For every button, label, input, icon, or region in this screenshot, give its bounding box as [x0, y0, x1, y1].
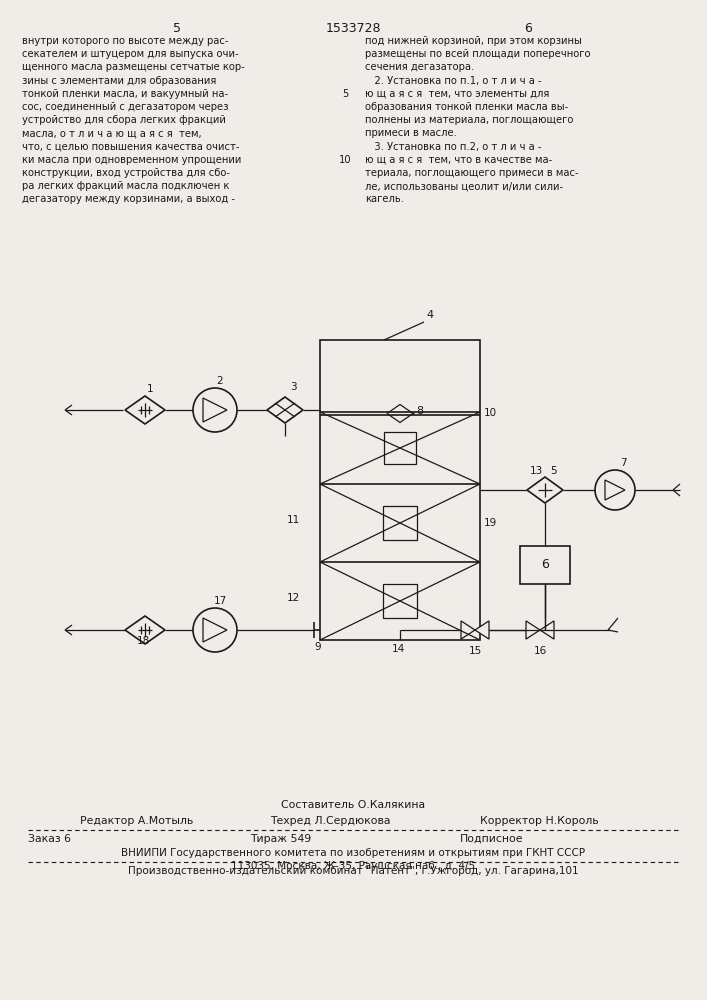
Text: 6: 6 — [541, 558, 549, 572]
Polygon shape — [475, 621, 489, 639]
Bar — [320, 340, 480, 640]
Text: ВНИИПИ Государственного комитета по изобретениям и открытиям при ГКНТ СССР: ВНИИПИ Государственного комитета по изоб… — [121, 848, 585, 858]
Text: 2: 2 — [216, 376, 223, 386]
Polygon shape — [540, 621, 554, 639]
Text: 1: 1 — [147, 384, 153, 394]
Text: ю щ а я с я  тем, что элементы для: ю щ а я с я тем, что элементы для — [365, 89, 549, 99]
Text: 6: 6 — [524, 22, 532, 35]
Text: 3. Установка по п.2, о т л и ч а -: 3. Установка по п.2, о т л и ч а - — [365, 142, 542, 152]
Text: под нижней корзиной, при этом корзины: под нижней корзиной, при этом корзины — [365, 36, 582, 46]
Text: тонкой пленки масла, и вакуумный на-: тонкой пленки масла, и вакуумный на- — [22, 89, 228, 99]
Text: 5: 5 — [550, 466, 556, 476]
Text: 4: 4 — [426, 310, 433, 320]
Polygon shape — [203, 398, 227, 422]
Polygon shape — [526, 621, 540, 639]
Text: Корректор Н.Король: Корректор Н.Король — [480, 816, 599, 826]
Text: Производственно-издательский комбинат "Патент", г.Ужгород, ул. Гагарина,101: Производственно-издательский комбинат "П… — [128, 866, 578, 876]
Text: ле, использованы цеолит и/или сили-: ле, использованы цеолит и/или сили- — [365, 181, 563, 191]
Text: примеси в масле.: примеси в масле. — [365, 128, 457, 138]
Text: 10: 10 — [339, 155, 351, 165]
Text: Составитель О.Калякина: Составитель О.Калякина — [281, 800, 425, 810]
Bar — [520, 546, 570, 584]
Circle shape — [595, 470, 635, 510]
Text: Тираж 549: Тираж 549 — [250, 834, 311, 844]
Polygon shape — [527, 477, 563, 503]
Text: териала, поглощающего примеси в мас-: териала, поглощающего примеси в мас- — [365, 168, 578, 178]
Polygon shape — [125, 616, 165, 644]
Text: полнены из материала, поглощающего: полнены из материала, поглощающего — [365, 115, 573, 125]
Text: 5: 5 — [341, 89, 348, 99]
Text: кагель.: кагель. — [365, 194, 404, 204]
Text: 18: 18 — [136, 636, 150, 646]
Text: Подписное: Подписное — [460, 834, 523, 844]
Text: ки масла при одновременном упрощении: ки масла при одновременном упрощении — [22, 155, 241, 165]
Text: 14: 14 — [392, 644, 404, 654]
Text: 19: 19 — [484, 518, 497, 528]
Text: сос, соединенный с дегазатором через: сос, соединенный с дегазатором через — [22, 102, 228, 112]
Text: 12: 12 — [287, 593, 300, 603]
Text: дегазатору между корзинами, а выход -: дегазатору между корзинами, а выход - — [22, 194, 235, 204]
Text: масла, о т л и ч а ю щ а я с я  тем,: масла, о т л и ч а ю щ а я с я тем, — [22, 128, 201, 138]
Text: внутри которого по высоте между рас-: внутри которого по высоте между рас- — [22, 36, 228, 46]
Polygon shape — [461, 621, 475, 639]
Text: 16: 16 — [533, 646, 547, 656]
Text: что, с целью повышения качества очист-: что, с целью повышения качества очист- — [22, 142, 240, 152]
Text: Заказ 6: Заказ 6 — [28, 834, 71, 844]
Text: ю щ а я с я  тем, что в качестве ма-: ю щ а я с я тем, что в качестве ма- — [365, 155, 552, 165]
Text: 15: 15 — [468, 646, 481, 656]
Polygon shape — [605, 480, 625, 500]
Polygon shape — [125, 396, 165, 424]
Bar — [384, 432, 416, 464]
Polygon shape — [387, 404, 413, 422]
Text: ра легких фракций масла подключен к: ра легких фракций масла подключен к — [22, 181, 229, 191]
Circle shape — [193, 388, 237, 432]
Circle shape — [193, 608, 237, 652]
Text: размещены по всей площади поперечного: размещены по всей площади поперечного — [365, 49, 590, 59]
Text: 8: 8 — [416, 406, 423, 416]
Text: секателем и штуцером для выпуска очи-: секателем и штуцером для выпуска очи- — [22, 49, 239, 59]
Text: образования тонкой пленки масла вы-: образования тонкой пленки масла вы- — [365, 102, 568, 112]
Text: зины с элементами для образования: зины с элементами для образования — [22, 76, 216, 86]
Polygon shape — [267, 397, 303, 423]
Text: 7: 7 — [620, 458, 626, 468]
Bar — [382, 506, 417, 540]
Text: 10: 10 — [484, 408, 497, 418]
Text: щенного масла размещены сетчатые кор-: щенного масла размещены сетчатые кор- — [22, 62, 245, 72]
Text: 5: 5 — [173, 22, 181, 35]
Polygon shape — [203, 618, 227, 642]
Text: 2. Установка по п.1, о т л и ч а -: 2. Установка по п.1, о т л и ч а - — [365, 76, 542, 86]
Text: 11: 11 — [287, 515, 300, 525]
Text: 9: 9 — [315, 642, 321, 652]
Text: 13: 13 — [530, 466, 543, 476]
Bar — [382, 584, 417, 618]
Text: 3: 3 — [290, 382, 297, 392]
Text: 1533728: 1533728 — [325, 22, 381, 35]
Text: устройство для сбора легких фракций: устройство для сбора легких фракций — [22, 115, 226, 125]
Text: сечения дегазатора.: сечения дегазатора. — [365, 62, 474, 72]
Text: Редактор А.Мотыль: Редактор А.Мотыль — [80, 816, 193, 826]
Text: 113035, Москва, Ж-35, Раушская наб., д. 4/5: 113035, Москва, Ж-35, Раушская наб., д. … — [231, 861, 475, 871]
Text: 17: 17 — [214, 596, 227, 606]
Text: Техред Л.Сердюкова: Техред Л.Сердюкова — [270, 816, 390, 826]
Text: конструкции, вход устройства для сбо-: конструкции, вход устройства для сбо- — [22, 168, 230, 178]
